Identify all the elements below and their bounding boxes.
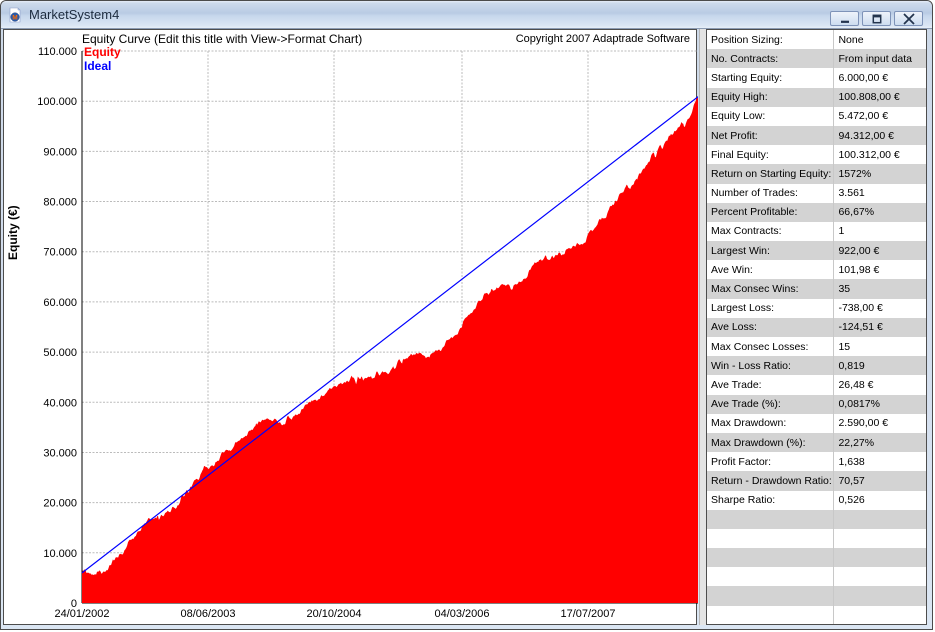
svg-text:04/03/2006: 04/03/2006 xyxy=(434,608,489,620)
svg-text:10.000: 10.000 xyxy=(43,548,77,560)
svg-text:100.000: 100.000 xyxy=(37,96,77,108)
svg-text:M: M xyxy=(12,14,17,21)
svg-text:24/01/2002: 24/01/2002 xyxy=(54,608,109,620)
svg-text:90.000: 90.000 xyxy=(43,146,77,158)
svg-text:17/07/2007: 17/07/2007 xyxy=(560,608,615,620)
svg-text:08/06/2003: 08/06/2003 xyxy=(180,608,235,620)
svg-text:40.000: 40.000 xyxy=(43,397,77,409)
svg-text:20/10/2004: 20/10/2004 xyxy=(306,608,361,620)
svg-text:110.000: 110.000 xyxy=(38,46,77,58)
svg-text:50.000: 50.000 xyxy=(43,347,77,359)
svg-text:60.000: 60.000 xyxy=(43,297,77,309)
svg-text:80.000: 80.000 xyxy=(43,197,77,209)
svg-text:20.000: 20.000 xyxy=(43,498,77,510)
svg-text:30.000: 30.000 xyxy=(43,448,77,460)
svg-text:70.000: 70.000 xyxy=(43,247,77,259)
